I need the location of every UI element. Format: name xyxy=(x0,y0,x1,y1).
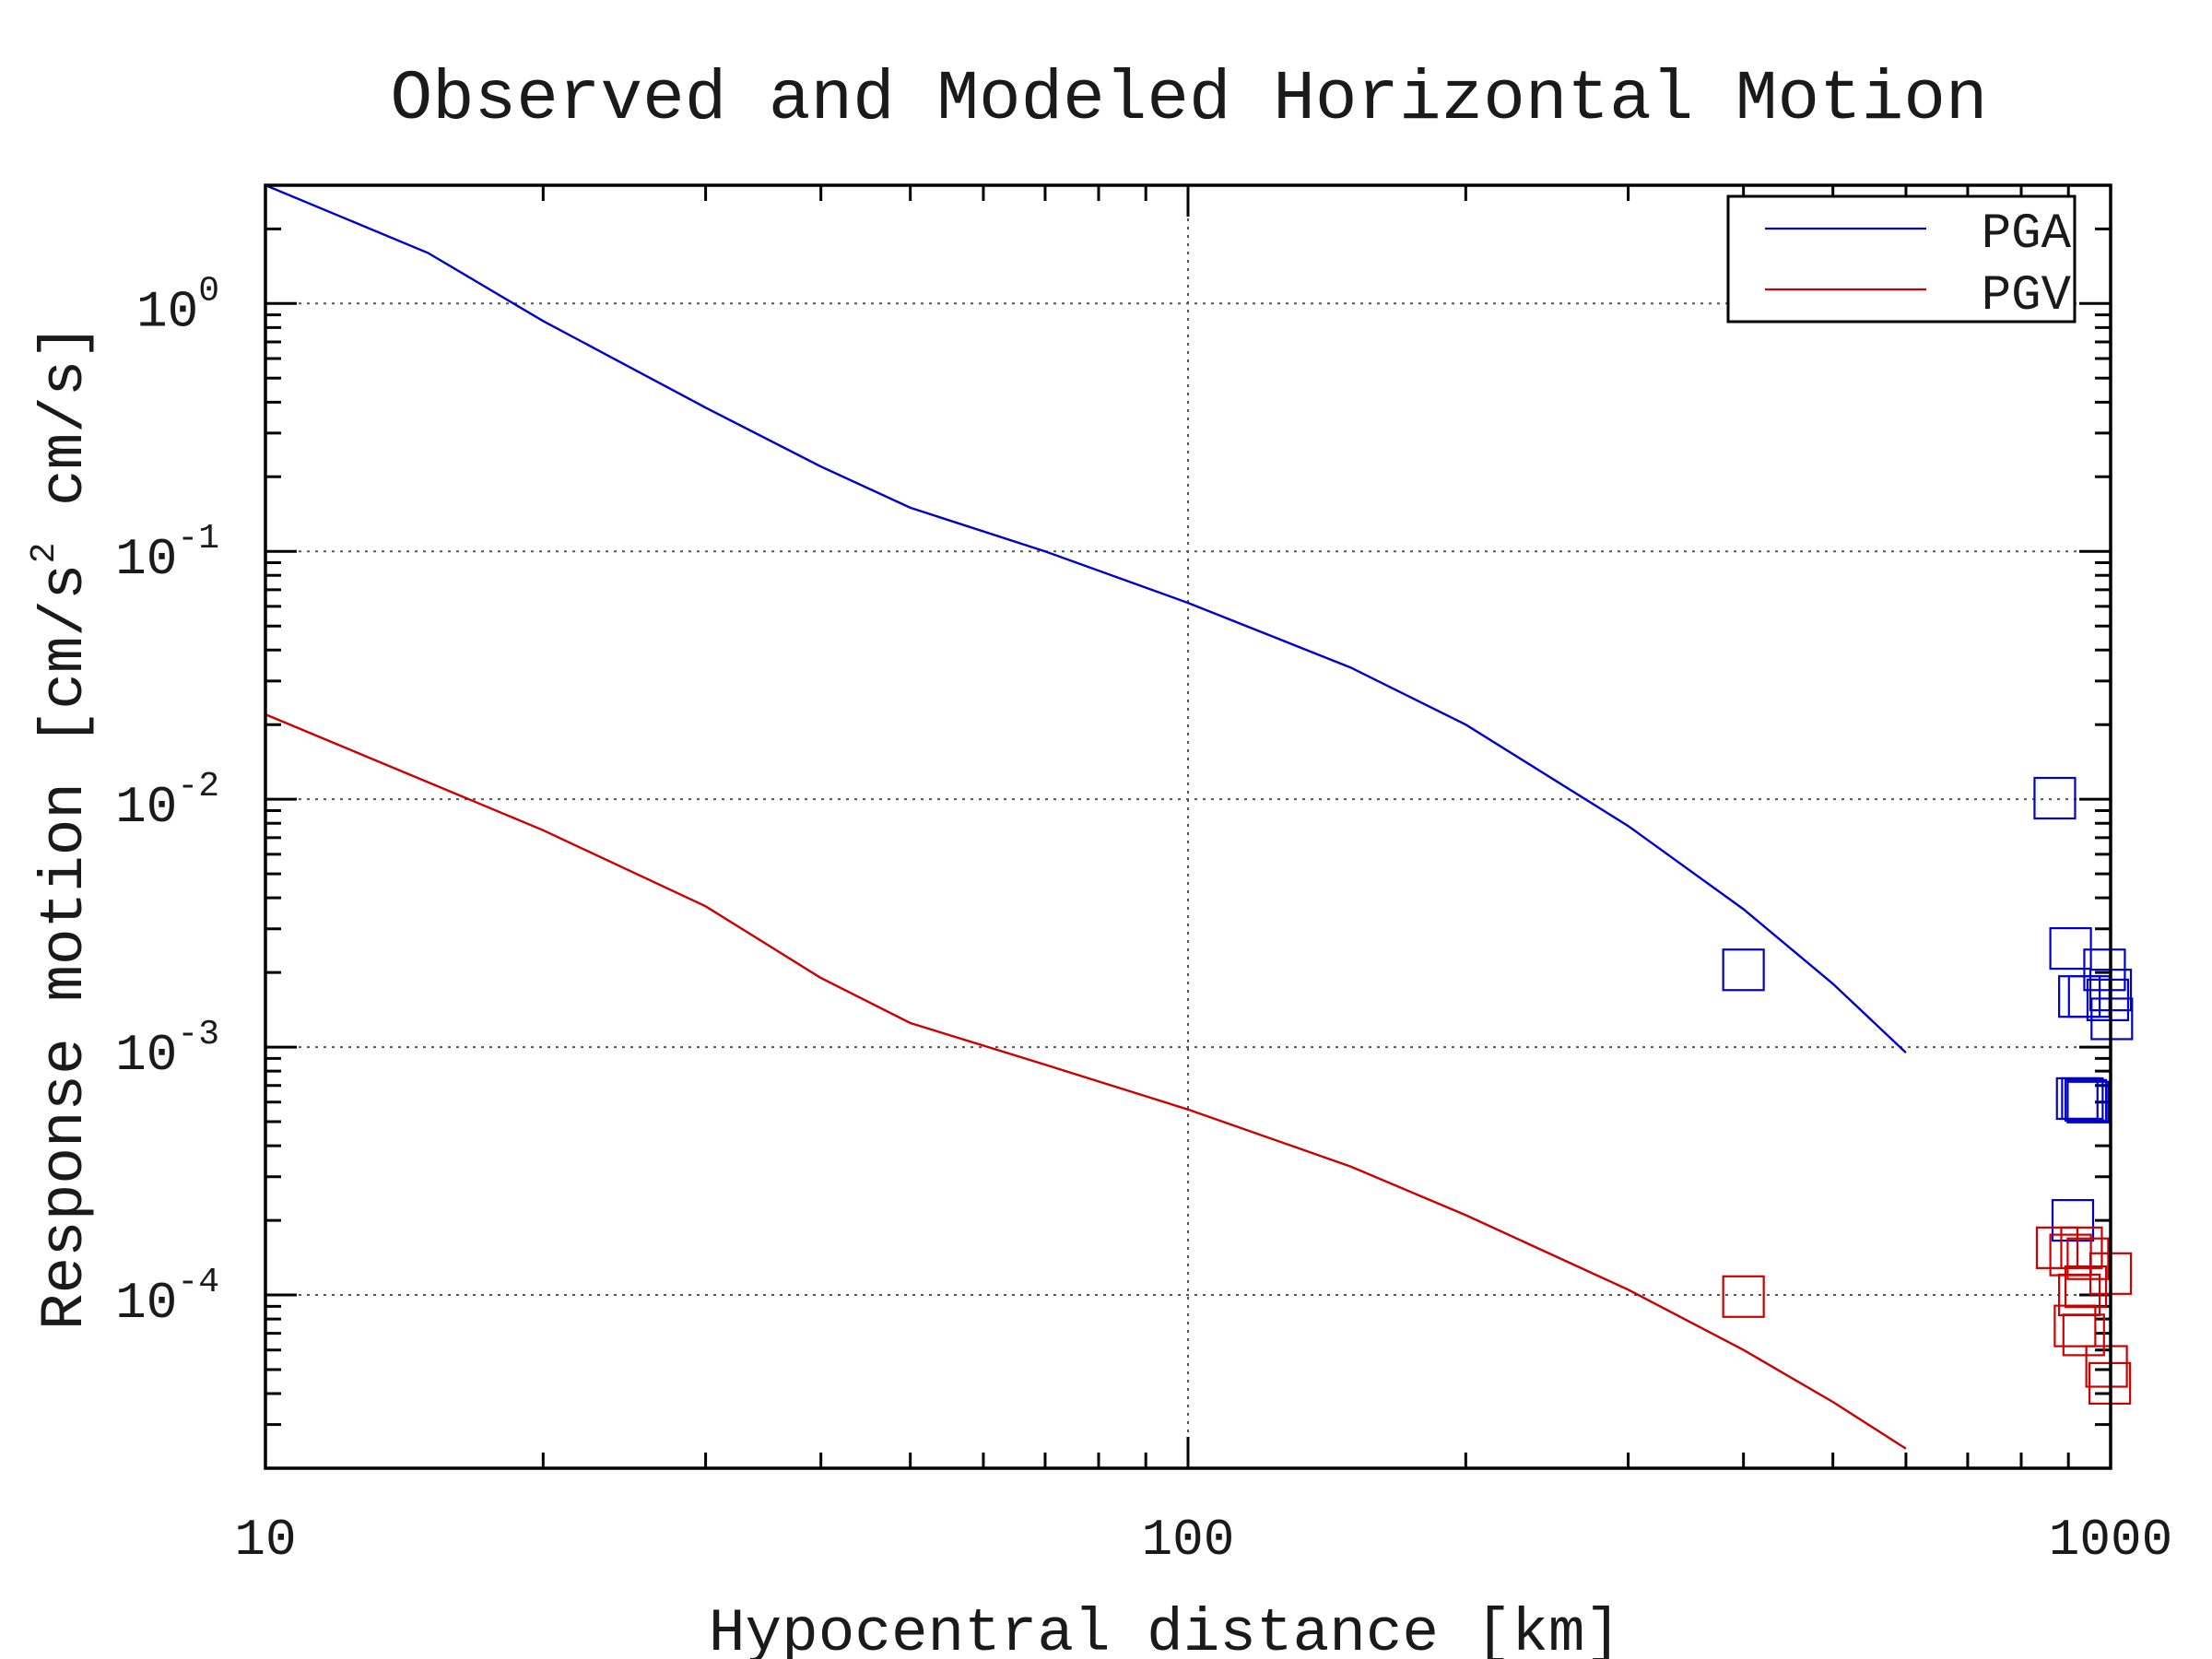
x-axis-label: Hypocentral distance [km] xyxy=(709,1599,1621,1659)
x-tick-label: 10 xyxy=(234,1511,296,1570)
series-line-pga xyxy=(265,183,1907,1053)
y-tick-label-exponent: -2 xyxy=(177,767,219,806)
y-axis-label: Response motion [cm/s2 cm/s] xyxy=(25,324,100,1330)
y-tick-label: 10-4 xyxy=(115,1263,219,1333)
observed-point-pgv xyxy=(1722,1275,1765,1318)
series-line-pgv xyxy=(265,712,1907,1450)
y-tick-label-exponent: -3 xyxy=(177,1015,219,1054)
y-tick-label-exponent: 0 xyxy=(198,271,219,311)
y-axis-label-superscript: 2 xyxy=(25,543,65,564)
y-tick-label-base: 10 xyxy=(115,1026,177,1085)
y-tick-label-base: 10 xyxy=(115,530,177,589)
series xyxy=(265,183,2134,1450)
observed-point-pgv xyxy=(2066,1237,2110,1280)
observed-point-pgv xyxy=(2053,1304,2097,1347)
observed-point-pgv xyxy=(2065,1265,2108,1309)
legend-label-pgv: PGV xyxy=(1982,268,2072,324)
x-tick-label: 100 xyxy=(1142,1511,1235,1570)
observed-point-pga xyxy=(2049,926,2092,971)
observed-point-pga xyxy=(2055,1077,2099,1121)
grid xyxy=(265,185,2111,1468)
legend: PGA PGV xyxy=(1726,194,2077,324)
y-axis-label-part-2: cm/s] xyxy=(30,324,100,543)
y-tick-label: 10-1 xyxy=(115,519,219,589)
observed-point-pga xyxy=(2051,1198,2095,1242)
y-tick-label-base: 10 xyxy=(115,778,177,837)
observed-point-pga xyxy=(1722,948,1765,992)
y-tick-label-base: 10 xyxy=(136,282,198,341)
observed-point-pgv xyxy=(2062,1313,2105,1357)
plot-frame xyxy=(264,183,2112,1470)
x-tick-labels: 10 100 1000 xyxy=(234,1511,2172,1570)
observed-point-pga xyxy=(2086,978,2130,1022)
chart-title: Observed and Modeled Horizontal Motion xyxy=(390,60,1987,139)
y-tick-label-exponent: -1 xyxy=(177,519,219,559)
observed-point-pga xyxy=(2065,1078,2108,1122)
observed-point-pgv xyxy=(2035,1226,2079,1269)
y-tick-label-base: 10 xyxy=(115,1274,177,1333)
x-tick-label: 1000 xyxy=(2049,1511,2172,1570)
legend-label-pga: PGA xyxy=(1982,206,2072,263)
minor-ticks xyxy=(264,183,2111,1470)
y-axis-label-part-1: Response motion [cm/s xyxy=(30,563,100,1330)
y-tick-label: 10-2 xyxy=(115,767,219,837)
legend-box xyxy=(1726,194,2077,324)
observed-point-pgv xyxy=(2060,1226,2103,1269)
y-tick-label-exponent: -4 xyxy=(177,1263,219,1302)
observed-point-pgv xyxy=(2085,1345,2128,1388)
observed-point-pga xyxy=(2033,776,2077,820)
y-tick-label: 100 xyxy=(136,271,219,341)
y-tick-label: 10-3 xyxy=(115,1015,219,1085)
observed-point-pga xyxy=(2066,1080,2110,1124)
